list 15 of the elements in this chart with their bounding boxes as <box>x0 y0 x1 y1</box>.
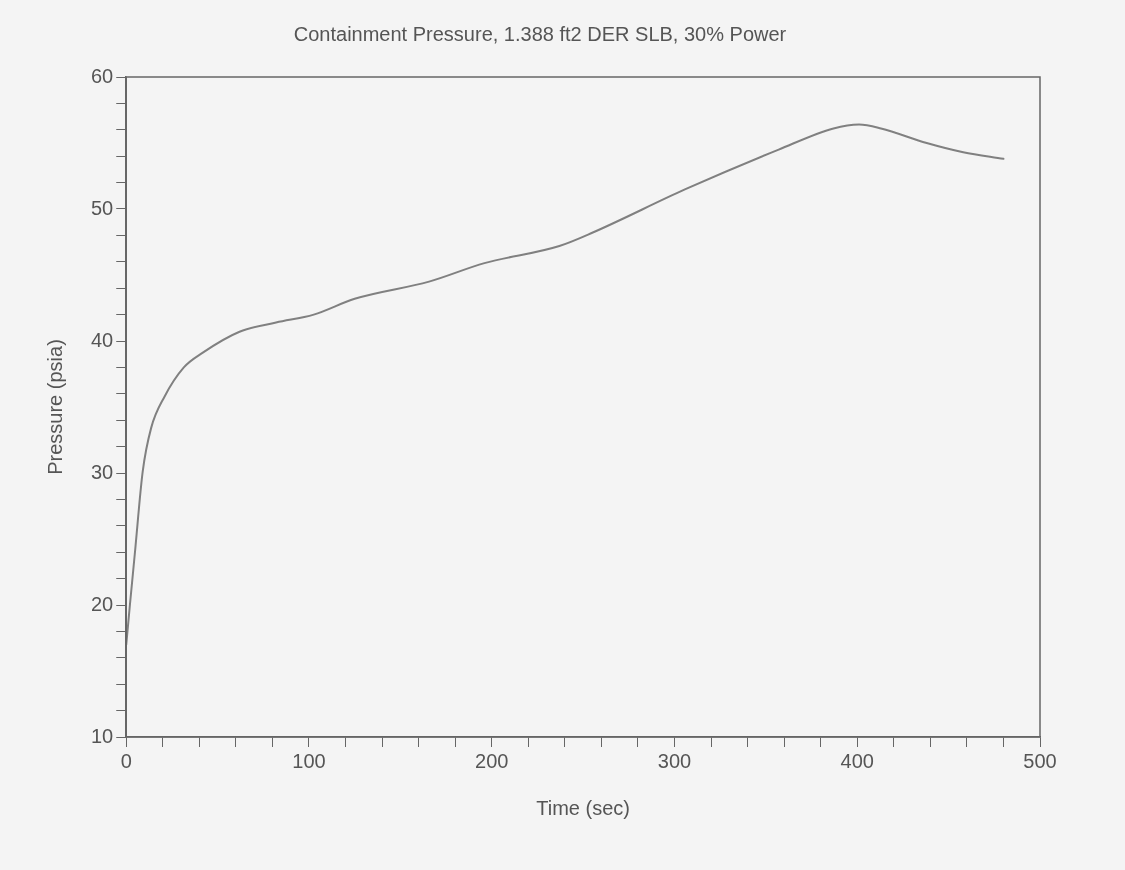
y-tick-label: 10 <box>91 724 114 747</box>
x-tick-label: 0 <box>120 749 132 772</box>
x-axis-title: Time (sec) <box>536 796 630 819</box>
x-tick-label: 500 <box>1023 749 1057 772</box>
x-tick-label: 100 <box>292 749 326 772</box>
y-tick-label: 50 <box>91 196 114 219</box>
x-tick-label: 400 <box>840 749 874 772</box>
y-tick-label: 20 <box>91 592 114 615</box>
y-tick-label: 30 <box>91 460 114 483</box>
y-tick-label: 60 <box>91 64 114 87</box>
chart-title: Containment Pressure, 1.388 ft2 DER SLB, 30% Power <box>293 22 787 45</box>
y-axis-title: Pressure (psia) <box>43 339 66 475</box>
x-tick-label: 300 <box>657 749 692 772</box>
y-tick-label: 40 <box>91 328 114 351</box>
x-tick-label: 200 <box>475 749 509 772</box>
